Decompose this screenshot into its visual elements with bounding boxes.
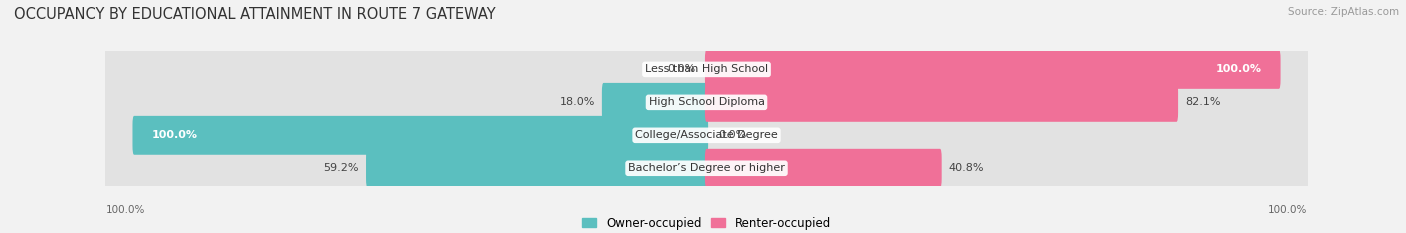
Text: 100.0%: 100.0% <box>1268 205 1308 215</box>
Text: 40.8%: 40.8% <box>949 163 984 173</box>
Text: 82.1%: 82.1% <box>1185 97 1220 107</box>
FancyBboxPatch shape <box>704 149 942 188</box>
Text: College/Associate Degree: College/Associate Degree <box>636 130 778 140</box>
FancyBboxPatch shape <box>104 116 1309 155</box>
Text: OCCUPANCY BY EDUCATIONAL ATTAINMENT IN ROUTE 7 GATEWAY: OCCUPANCY BY EDUCATIONAL ATTAINMENT IN R… <box>14 7 496 22</box>
FancyBboxPatch shape <box>132 116 709 155</box>
FancyBboxPatch shape <box>366 149 709 188</box>
Legend: Owner-occupied, Renter-occupied: Owner-occupied, Renter-occupied <box>578 212 835 233</box>
Text: High School Diploma: High School Diploma <box>648 97 765 107</box>
Text: 100.0%: 100.0% <box>152 130 197 140</box>
FancyBboxPatch shape <box>602 83 709 122</box>
Text: 0.0%: 0.0% <box>718 130 747 140</box>
Text: 100.0%: 100.0% <box>1216 64 1261 74</box>
Text: 100.0%: 100.0% <box>105 205 145 215</box>
Text: Less than High School: Less than High School <box>645 64 768 74</box>
Text: 18.0%: 18.0% <box>560 97 595 107</box>
FancyBboxPatch shape <box>104 83 1309 122</box>
FancyBboxPatch shape <box>104 50 1309 89</box>
FancyBboxPatch shape <box>104 149 1309 188</box>
Text: Bachelor’s Degree or higher: Bachelor’s Degree or higher <box>628 163 785 173</box>
FancyBboxPatch shape <box>704 83 1178 122</box>
Text: 0.0%: 0.0% <box>666 64 695 74</box>
Text: 59.2%: 59.2% <box>323 163 359 173</box>
Text: Source: ZipAtlas.com: Source: ZipAtlas.com <box>1288 7 1399 17</box>
FancyBboxPatch shape <box>704 50 1281 89</box>
